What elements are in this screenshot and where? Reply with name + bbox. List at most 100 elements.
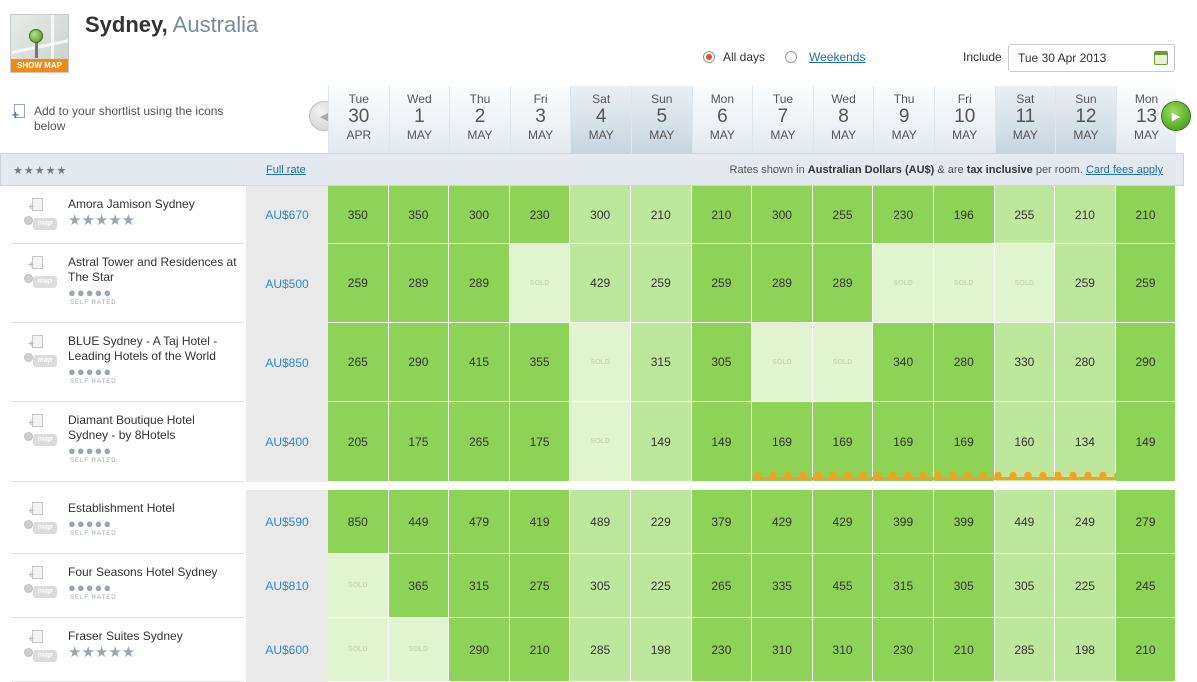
rate-cell[interactable]: 850 <box>328 490 389 554</box>
shortlist-icon[interactable] <box>32 256 43 269</box>
full-rate-price[interactable]: AU$500 <box>246 244 328 323</box>
hotel-name[interactable]: Four Seasons Hotel Sydney <box>68 565 218 579</box>
rate-cell[interactable]: 275 <box>509 554 571 618</box>
hotel-name[interactable]: Fraser Suites Sydney <box>68 629 183 643</box>
map-icon[interactable]: map <box>33 650 57 662</box>
rate-cell[interactable]: 285 <box>570 618 631 682</box>
rate-cell[interactable]: 230 <box>873 618 934 682</box>
rate-cell[interactable]: 305 <box>933 554 995 618</box>
rate-cell[interactable]: 330 <box>994 323 1056 402</box>
rate-cell[interactable]: 305 <box>570 554 631 618</box>
shortlist-plus-icon[interactable]: + <box>28 634 34 645</box>
full-rate-price[interactable]: AU$810 <box>246 554 328 618</box>
rate-cell[interactable]: 289 <box>449 244 510 323</box>
rate-cell[interactable]: 300 <box>752 186 813 244</box>
shortlist-plus-icon[interactable]: + <box>28 339 34 350</box>
hotel-name[interactable]: Astral Tower and Residences at The Star <box>68 255 237 284</box>
show-map-thumbnail[interactable]: SHOW MAP <box>10 14 69 73</box>
hotel-name[interactable]: Diamant Boutique Hotel Sydney - by 8Hote… <box>68 413 195 442</box>
rate-cell[interactable]: 210 <box>1115 618 1177 682</box>
rate-cell[interactable]: 479 <box>449 490 510 554</box>
rate-cell[interactable]: 285 <box>994 618 1056 682</box>
rate-cell[interactable]: 259 <box>1055 244 1116 323</box>
hotel-name[interactable]: BLUE Sydney - A Taj Hotel - Leading Hote… <box>68 334 218 363</box>
rate-cell[interactable]: 365 <box>388 554 450 618</box>
rate-cell[interactable]: 265 <box>328 323 389 402</box>
full-rate-price[interactable]: AU$600 <box>246 618 328 682</box>
rate-cell[interactable]: 305 <box>994 554 1056 618</box>
rate-cell[interactable]: 379 <box>691 490 753 554</box>
rate-cell[interactable]: 399 <box>873 490 934 554</box>
rate-cell[interactable]: 210 <box>691 186 753 244</box>
rate-cell[interactable]: 315 <box>449 554 510 618</box>
rate-cell[interactable]: 175 <box>388 402 450 482</box>
rate-cell[interactable]: 310 <box>752 618 813 682</box>
rate-cell[interactable]: 259 <box>691 244 753 323</box>
shortlist-icon[interactable] <box>32 414 43 427</box>
map-pin-icon[interactable] <box>24 648 33 657</box>
rate-cell[interactable]: 280 <box>933 323 995 402</box>
rate-cell[interactable]: 149 <box>630 402 692 482</box>
star-filter[interactable]: ★★★★★ <box>13 165 68 177</box>
rate-cell[interactable]: 449 <box>388 490 450 554</box>
weekends-option[interactable]: Weekends <box>785 50 865 64</box>
rate-cell[interactable]: 305 <box>691 323 753 402</box>
rate-cell[interactable]: 355 <box>509 323 571 402</box>
full-rate-price[interactable]: AU$590 <box>246 490 328 554</box>
rate-cell[interactable]: 290 <box>1115 323 1177 402</box>
rate-cell[interactable]: 300 <box>570 186 631 244</box>
shortlist-plus-icon[interactable]: + <box>28 202 34 213</box>
all-days-radio[interactable] <box>703 51 715 63</box>
weekends-radio[interactable] <box>785 51 797 63</box>
shortlist-plus-icon[interactable]: + <box>28 570 34 581</box>
rate-cell[interactable]: 279 <box>1115 490 1177 554</box>
shortlist-plus-icon[interactable]: + <box>28 418 34 429</box>
shortlist-plus-icon[interactable]: + <box>28 506 34 517</box>
map-pin-icon[interactable] <box>24 274 33 283</box>
rate-cell[interactable]: 230 <box>873 186 934 244</box>
rate-cell[interactable]: 149 <box>691 402 753 482</box>
rate-cell[interactable]: 265 <box>449 402 510 482</box>
rate-cell[interactable]: 255 <box>812 186 874 244</box>
rate-cell[interactable]: 350 <box>388 186 450 244</box>
map-icon[interactable]: map <box>33 434 57 446</box>
rate-cell[interactable]: 265 <box>691 554 753 618</box>
map-pin-icon[interactable] <box>24 353 33 362</box>
rate-cell[interactable]: 225 <box>630 554 692 618</box>
shortlist-icon[interactable] <box>32 566 43 579</box>
rate-cell[interactable]: 449 <box>994 490 1056 554</box>
all-days-option[interactable]: All days <box>703 50 765 64</box>
shortlist-icon[interactable] <box>32 198 43 211</box>
rate-cell[interactable]: 280 <box>1055 323 1116 402</box>
rate-cell[interactable]: 149 <box>1115 402 1177 482</box>
rate-cell[interactable]: 350 <box>328 186 389 244</box>
rate-cell[interactable]: 315 <box>630 323 692 402</box>
rate-cell[interactable]: 229 <box>630 490 692 554</box>
rate-cell[interactable]: 210 <box>933 618 995 682</box>
rate-cell[interactable]: 289 <box>752 244 813 323</box>
map-pin-icon[interactable] <box>24 216 33 225</box>
rate-cell[interactable]: 230 <box>509 186 571 244</box>
shortlist-icon[interactable] <box>32 630 43 643</box>
shortlist-icon[interactable] <box>32 502 43 515</box>
rate-cell[interactable]: 289 <box>812 244 874 323</box>
weekends-link[interactable]: Weekends <box>809 50 866 64</box>
shortlist-icon[interactable] <box>32 335 43 348</box>
calendar-icon[interactable] <box>1154 51 1168 65</box>
rate-cell[interactable]: 198 <box>1055 618 1116 682</box>
rate-cell[interactable]: 225 <box>1055 554 1116 618</box>
rate-cell[interactable]: 315 <box>873 554 934 618</box>
full-rate-link[interactable]: Full rate <box>266 164 306 176</box>
rate-cell[interactable]: 175 <box>509 402 571 482</box>
rate-cell[interactable]: 210 <box>1055 186 1116 244</box>
hotel-name[interactable]: Establishment Hotel <box>68 501 175 515</box>
rate-cell[interactable]: 419 <box>509 490 571 554</box>
rate-cell[interactable]: 310 <box>812 618 874 682</box>
rate-cell[interactable]: 196 <box>933 186 995 244</box>
rate-cell[interactable]: 429 <box>570 244 631 323</box>
card-fees-link[interactable]: Card fees apply <box>1085 164 1163 176</box>
rate-cell[interactable]: 399 <box>933 490 995 554</box>
next-dates-button[interactable]: ▶ <box>1161 101 1191 131</box>
rate-cell[interactable]: 290 <box>449 618 510 682</box>
map-icon[interactable]: map <box>33 522 57 534</box>
